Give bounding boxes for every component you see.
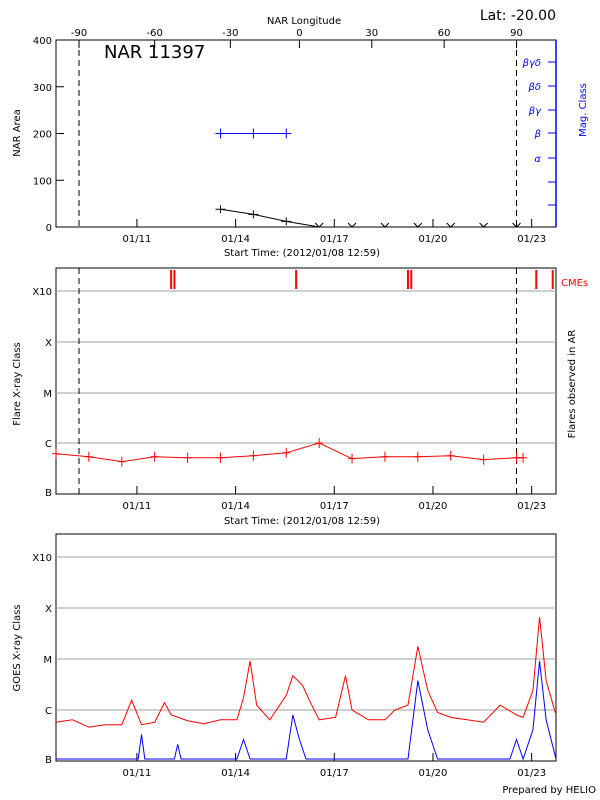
- top-tick-label: -90: [71, 28, 87, 39]
- class-label: X: [45, 604, 52, 615]
- flare-point: [479, 454, 488, 465]
- top-tick-label: -30: [222, 28, 238, 39]
- x-tick-label: 01/23: [517, 768, 546, 779]
- flare-class-frame: [55, 267, 557, 495]
- area-point: [380, 222, 390, 228]
- flare-point: [84, 451, 93, 462]
- mag-point: [248, 128, 259, 139]
- x-tick-label: 01/20: [419, 234, 448, 245]
- area-point: [446, 222, 456, 228]
- class-label: X10: [32, 553, 52, 564]
- x-tick-label: 01/17: [320, 234, 349, 245]
- flare-point: [150, 451, 159, 462]
- lat-label: Lat: -20.00: [480, 8, 556, 24]
- class-label: B: [45, 488, 52, 499]
- area-point: [215, 205, 226, 214]
- class-label: M: [43, 655, 52, 666]
- x-axis-label: Start Time: (2012/01/08 12:59): [224, 248, 380, 259]
- flare-point: [446, 450, 455, 461]
- area-point: [347, 222, 357, 228]
- goes-blue-series: [56, 660, 557, 761]
- top-tick-label: 90: [510, 28, 523, 39]
- top-axis-label: NAR Longitude: [267, 16, 341, 27]
- right-axis-label: Flares observed in AR: [567, 330, 578, 439]
- footer-label: Prepared by HELIO: [502, 785, 596, 796]
- mag-class-label: α: [534, 154, 541, 165]
- x-tick-label: 01/23: [517, 501, 546, 512]
- flare-point: [52, 448, 60, 459]
- cme-label: CMEs: [561, 278, 588, 289]
- area-point: [413, 222, 423, 228]
- x-tick-label: 01/14: [221, 501, 250, 512]
- flare-point: [282, 447, 291, 458]
- nar-area-frame: [55, 39, 557, 228]
- class-label: X10: [32, 287, 52, 298]
- top-tick-label: -60: [147, 28, 163, 39]
- class-label: M: [43, 389, 52, 400]
- class-label: C: [45, 439, 52, 450]
- area-line: [220, 208, 320, 228]
- x-tick-label: 01/23: [517, 234, 546, 245]
- class-label: X: [45, 338, 52, 349]
- y-axis-label: GOES X-ray Class: [12, 604, 23, 691]
- flare-class-panel: B C M X X10 01/11 01/14 01/17 01/20 01/23 Flare X-…: [12, 267, 588, 527]
- area-point: [248, 210, 259, 219]
- area-point: [281, 217, 292, 226]
- mag-axis-label: Mag. Class: [578, 83, 589, 137]
- area-point: [512, 222, 521, 228]
- flare-point: [519, 452, 528, 463]
- flare-line: [55, 442, 524, 463]
- y-axis-label: NAR Area: [12, 109, 23, 156]
- region-label: NAR 11397: [104, 42, 205, 63]
- class-label: B: [45, 755, 52, 766]
- y-tick-label: 100: [33, 176, 52, 187]
- flare-point: [348, 453, 357, 464]
- flare-point: [315, 438, 324, 448]
- mag-class-label: βγ: [528, 106, 542, 117]
- y-axis-label: Flare X-ray Class: [12, 342, 23, 426]
- flare-point: [380, 451, 389, 462]
- y-tick-label: 400: [33, 36, 52, 47]
- mag-class-label: βδ: [528, 82, 542, 93]
- flare-point: [183, 452, 192, 463]
- x-axis-label: Start Time: (2012/01/08 12:59): [224, 516, 380, 527]
- mag-point: [281, 128, 292, 139]
- x-tick-label: 01/14: [221, 768, 250, 779]
- x-tick-label: 01/14: [221, 234, 250, 245]
- x-tick-label: 01/11: [123, 234, 152, 245]
- mag-class-label: β: [534, 129, 542, 140]
- y-tick-label: 300: [33, 83, 52, 94]
- top-tick-label: 60: [438, 28, 451, 39]
- mag-class-label: βγδ: [522, 58, 541, 69]
- x-tick-label: 01/20: [419, 768, 448, 779]
- y-tick-label: 200: [33, 130, 52, 141]
- class-label: C: [45, 706, 52, 717]
- flare-point: [117, 456, 126, 467]
- area-point: [314, 222, 324, 228]
- area-point: [479, 222, 488, 228]
- goes-panel: B C M X X10 01/11 01/14 01/17 01/20 01/23 GOES X-r…: [12, 533, 557, 779]
- x-tick-label: 01/17: [320, 501, 349, 512]
- flare-point: [413, 451, 422, 462]
- flare-point: [216, 452, 225, 463]
- x-tick-label: 01/11: [123, 501, 152, 512]
- nar-area-panel: 01/11 01/14 01/17 01/20 01/23 -90 -60 -30 0 30 60 9…: [12, 28, 589, 259]
- x-tick-label: 01/17: [320, 768, 349, 779]
- goes-frame: [55, 533, 557, 762]
- mag-point: [215, 128, 226, 139]
- x-tick-label: 01/11: [123, 768, 152, 779]
- goes-red-series: [55, 616, 557, 728]
- y-tick-label: 0: [46, 223, 52, 234]
- top-tick-label: 0: [296, 28, 302, 39]
- top-tick-label: 30: [365, 28, 378, 39]
- x-tick-label: 01/20: [419, 501, 448, 512]
- flare-point: [249, 450, 258, 461]
